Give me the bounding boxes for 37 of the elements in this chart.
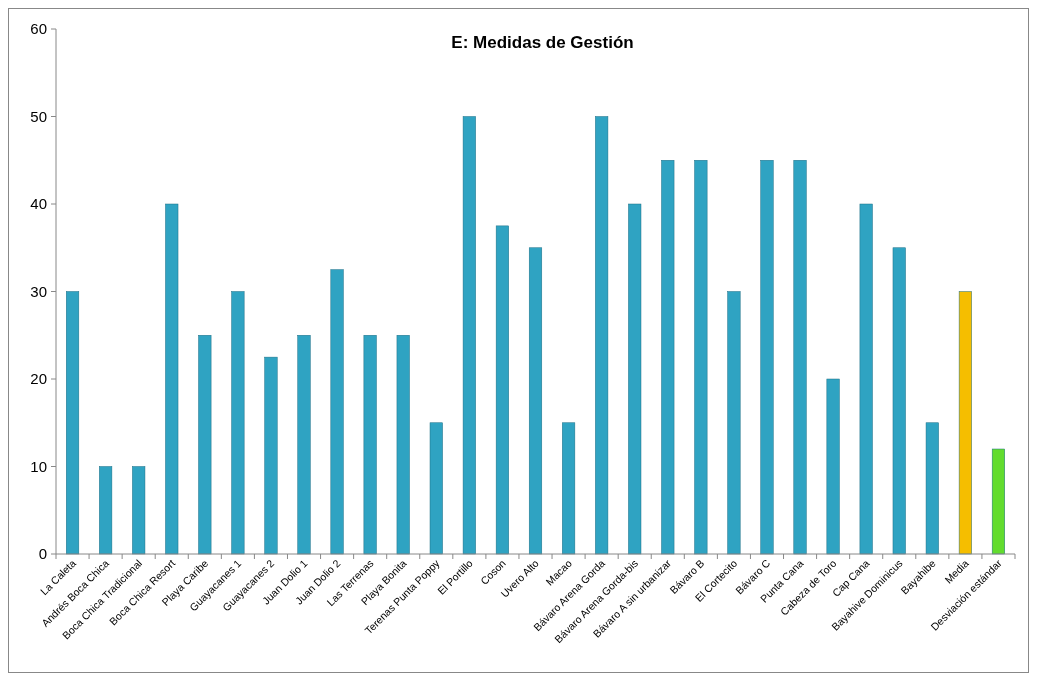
y-tick-label: 20 [30,370,47,388]
bar [727,291,741,555]
bar [231,291,245,555]
bar [462,116,476,555]
y-tick-label: 10 [30,457,47,475]
chart-title: E: Medidas de Gestión [451,33,634,52]
bar [264,356,278,555]
bar [429,422,443,555]
bar [925,422,939,555]
y-tick-label: 40 [30,195,47,213]
bar [826,378,840,555]
bar [595,116,609,555]
bar [297,335,311,555]
bar [628,203,642,555]
y-tick-label: 0 [38,545,47,563]
bar [363,335,377,555]
bar [495,225,509,555]
bar [562,422,576,555]
bar [99,466,113,555]
bar [991,448,1005,555]
bar [396,335,410,555]
bar [760,160,774,555]
bar [132,466,146,555]
bar [528,247,543,555]
bar [793,160,807,555]
bar [892,247,906,555]
bar [859,203,873,555]
bar [198,335,212,555]
y-tick-label: 30 [30,282,47,300]
bar [330,269,344,555]
bar [958,291,972,555]
bar [66,291,80,555]
y-tick-label: 60 [30,20,47,38]
bar [661,160,675,555]
bar [165,203,179,555]
bar [694,160,708,555]
y-tick-label: 50 [30,107,47,125]
